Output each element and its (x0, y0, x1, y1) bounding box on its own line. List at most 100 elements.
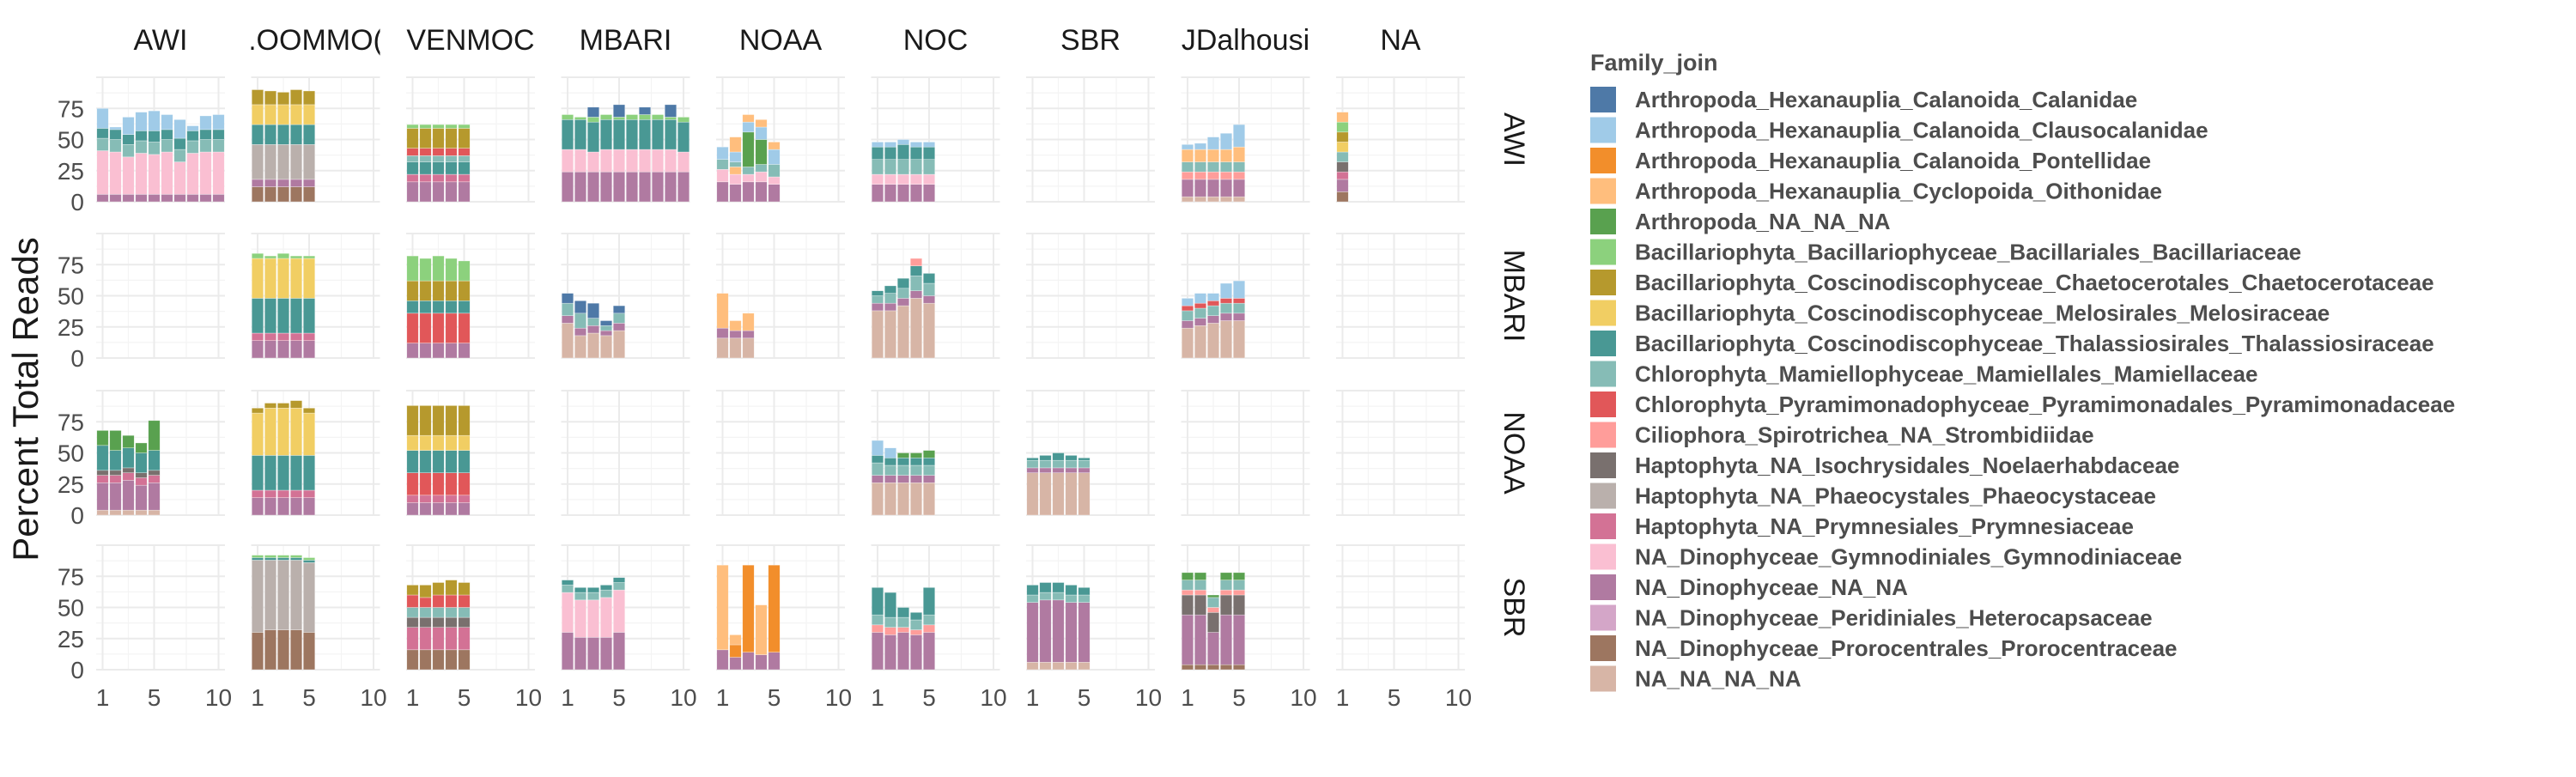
bar-segment (148, 110, 161, 131)
bar-segment (871, 624, 884, 633)
bar-segment (1206, 315, 1220, 324)
bar-segment (445, 124, 458, 129)
bar-segment (612, 577, 626, 583)
panel-bars (716, 564, 781, 671)
bar-segment (742, 181, 755, 203)
panel-grid (716, 76, 845, 203)
bar-segment (419, 472, 432, 496)
bar-segment (1206, 161, 1220, 173)
bar-segment (1026, 661, 1039, 671)
bar-segment (871, 475, 884, 483)
bar-segment (148, 509, 161, 516)
bar-segment (406, 124, 419, 129)
bar-segment (612, 582, 626, 591)
bar-segment (586, 586, 600, 593)
bar-segment (302, 412, 316, 456)
bar-segment (458, 173, 471, 183)
bar-segment (276, 252, 290, 259)
bar-segment (1078, 459, 1091, 469)
bar-segment (173, 149, 186, 162)
bar-segment (264, 124, 277, 145)
bar-segment (1026, 459, 1039, 469)
bar-segment (186, 153, 199, 195)
bar-segment (586, 302, 600, 319)
bar-segment (445, 405, 458, 436)
bar-segment (884, 482, 897, 516)
bar-segment (406, 161, 419, 175)
bar-segment (135, 131, 148, 142)
bar-segment (871, 614, 884, 626)
bar-segment (419, 405, 432, 436)
bar-segment (264, 403, 277, 409)
bar-segment (1219, 282, 1233, 299)
bar-segment (884, 159, 897, 175)
x-tick-label: 1 (561, 684, 574, 711)
bar-segment (1065, 585, 1078, 596)
bar-segment (1181, 589, 1194, 596)
legend-key (1590, 452, 1616, 478)
bar-segment (302, 560, 316, 563)
bar-segment (432, 405, 445, 436)
bar-segment (561, 293, 574, 304)
bar-segment (599, 149, 613, 173)
panel-grid (96, 233, 225, 359)
panels-layer (96, 76, 1465, 671)
bar-segment (173, 119, 186, 139)
bar-segment (445, 148, 458, 156)
bar-segment (419, 161, 432, 175)
bar-segment (716, 337, 729, 359)
legend-key (1590, 543, 1616, 570)
bar-segment (135, 140, 148, 154)
bar-segment (419, 502, 432, 516)
bar-segment (612, 119, 626, 150)
bar-segment (406, 502, 419, 516)
x-tick-label: 10 (360, 684, 386, 711)
bar-segment (432, 155, 445, 162)
bar-segment (909, 457, 923, 466)
bar-segment (922, 273, 936, 284)
bar-segment (729, 161, 742, 167)
bar-segment (922, 173, 936, 185)
bar-segment (1065, 467, 1078, 474)
bar-segment (445, 649, 458, 671)
bar-segment (1026, 467, 1039, 474)
bar-segment (1232, 179, 1246, 197)
bar-segment (1219, 580, 1233, 591)
bar-segment (419, 616, 432, 628)
bar-segment (768, 184, 781, 203)
panel-bars (1181, 572, 1246, 671)
bar-segment (251, 258, 264, 299)
bar-segment (1039, 661, 1052, 671)
bar-segment (96, 137, 109, 151)
bar-segment (896, 139, 910, 145)
bar-segment (755, 171, 768, 183)
column-strip-label: NA (1380, 24, 1421, 57)
bar-segment (419, 181, 432, 203)
legend-key (1590, 392, 1616, 417)
bar-segment (1232, 664, 1246, 671)
x-tick-label: 10 (670, 684, 696, 711)
bar-segment (445, 580, 458, 596)
legend-key (1590, 665, 1616, 692)
bar-segment (148, 450, 161, 471)
bar-segment (122, 156, 135, 195)
bar-segment (276, 455, 290, 491)
panel-grid (561, 390, 690, 516)
bar-segment (96, 430, 109, 446)
bar-segment (1336, 179, 1349, 192)
bar-segment (445, 300, 458, 314)
bar-segment (212, 129, 225, 140)
bar-segment (574, 592, 587, 601)
bar-segment (432, 343, 445, 359)
bar-segment (109, 126, 122, 131)
bar-segment (586, 151, 600, 173)
legend-key (1590, 239, 1616, 265)
bar-segment (561, 592, 574, 633)
bar-segment (445, 495, 458, 503)
panel-grid (1336, 390, 1465, 516)
legend-key (1590, 270, 1616, 295)
bar-segment (251, 489, 264, 498)
bar-segment (419, 495, 432, 503)
bar-segment (742, 131, 755, 167)
bar-segment (276, 407, 290, 456)
